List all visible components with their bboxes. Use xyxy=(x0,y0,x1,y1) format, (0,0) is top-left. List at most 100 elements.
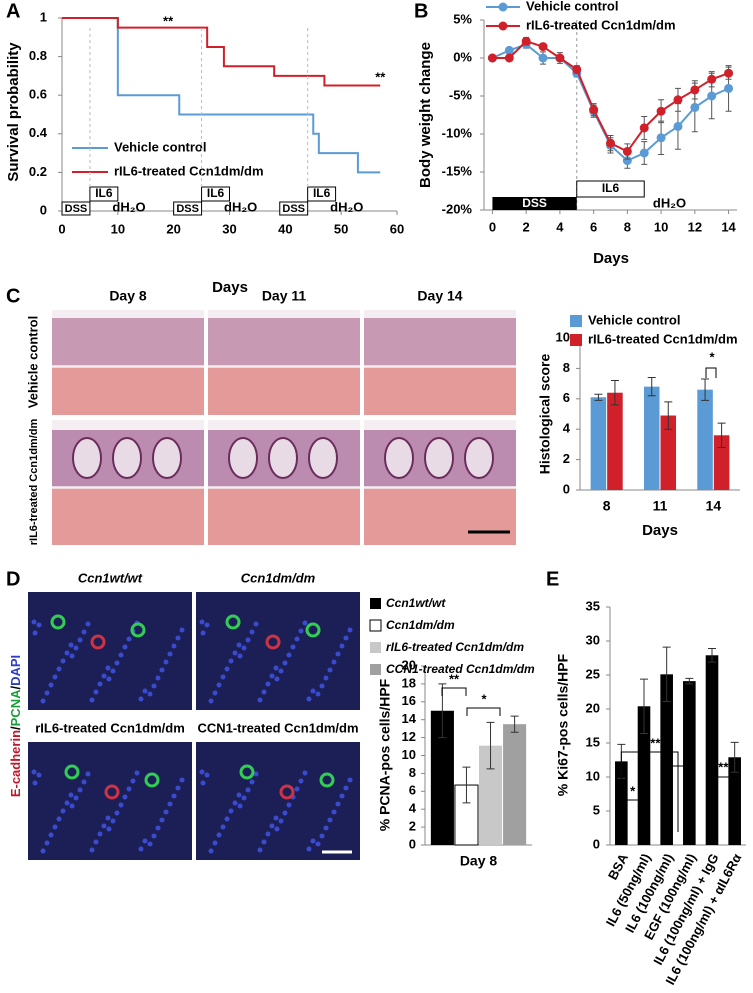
point xyxy=(707,91,717,101)
nucleus xyxy=(105,815,111,821)
nucleus xyxy=(52,674,58,680)
nucleus xyxy=(335,801,341,807)
error-bar xyxy=(647,377,656,397)
nucleus xyxy=(147,841,153,847)
nucleus xyxy=(175,785,181,791)
bar xyxy=(660,415,677,490)
nucleus xyxy=(52,824,58,830)
nucleus xyxy=(216,682,222,688)
stain-label-part: PCNA xyxy=(8,689,23,726)
tissue-muscle xyxy=(208,488,360,545)
point xyxy=(622,156,632,166)
nucleus xyxy=(261,839,267,845)
fluorescence-image xyxy=(196,592,360,710)
error-bar xyxy=(708,647,716,663)
x-tick-label: 14 xyxy=(706,498,722,514)
nucleus xyxy=(249,629,255,635)
stain-spot xyxy=(50,614,66,630)
nucleus xyxy=(106,676,112,682)
y-tick-label: 4 xyxy=(409,801,417,816)
annotation: * xyxy=(630,783,636,798)
nucleus xyxy=(245,637,251,643)
nucleus xyxy=(114,810,120,816)
nucleus xyxy=(179,777,185,783)
stain-spot xyxy=(90,634,106,650)
legend-swatch xyxy=(570,315,582,327)
bar xyxy=(503,724,527,845)
nucleus xyxy=(274,676,280,682)
nucleus xyxy=(93,689,99,695)
legend-label: CCN1-treated Ccn1dm/dm xyxy=(386,662,535,676)
nucleus xyxy=(64,650,70,656)
nucleus xyxy=(60,658,66,664)
nucleus xyxy=(171,643,177,649)
nucleus xyxy=(101,823,107,829)
y-tick-label: 10 xyxy=(586,768,600,783)
nucleus xyxy=(138,846,144,852)
nucleus xyxy=(122,794,128,800)
nucleus xyxy=(228,808,234,814)
nucleus xyxy=(220,674,226,680)
column-label: Day 11 xyxy=(262,288,307,304)
bar xyxy=(643,386,660,490)
nucleus xyxy=(85,621,91,627)
bar xyxy=(479,745,503,845)
nucleus xyxy=(48,682,54,688)
legend-label: Vehicle control xyxy=(526,0,618,13)
annotation: ** xyxy=(163,13,174,28)
crypt xyxy=(268,437,298,479)
x-tick-label: 0 xyxy=(489,219,496,234)
stain-label-part: DAPI xyxy=(8,655,23,686)
panel-label: B xyxy=(414,0,428,22)
y-tick-label: 4 xyxy=(563,421,571,436)
crypt xyxy=(72,437,102,479)
legend-swatch xyxy=(370,642,381,653)
bar xyxy=(590,397,607,490)
nucleus xyxy=(36,622,42,628)
y-tick-label: 2 xyxy=(409,819,416,834)
treatment-label: IL6 xyxy=(95,186,113,200)
error-bar xyxy=(462,766,471,804)
y-tick-label: 20 xyxy=(586,700,600,715)
nucleus xyxy=(89,847,95,853)
treatment-box xyxy=(201,186,230,202)
treatment-label: DSS xyxy=(176,203,199,215)
nucleus xyxy=(31,769,37,775)
nucleus xyxy=(224,816,230,822)
x-tick-label: 12 xyxy=(688,219,702,234)
nucleus xyxy=(335,651,341,657)
treatment-box xyxy=(89,186,119,202)
nucleus xyxy=(331,809,337,815)
nucleus xyxy=(286,802,292,808)
y-tick-label: 18 xyxy=(402,675,416,690)
nucleus xyxy=(44,690,50,696)
nucleus xyxy=(232,800,238,806)
point xyxy=(724,68,734,78)
y-tick-label: -15% xyxy=(442,163,473,178)
treatment-label: dH₂O xyxy=(112,199,145,214)
x-tick-label: 20 xyxy=(166,221,180,236)
nucleus xyxy=(199,769,205,775)
stain-spot xyxy=(265,634,281,650)
point xyxy=(690,102,700,112)
treatment-box xyxy=(307,186,337,202)
point xyxy=(487,53,497,63)
nucleus xyxy=(122,644,128,650)
nucleus xyxy=(159,667,165,673)
y-tick-label: 12 xyxy=(402,729,416,744)
nucleus xyxy=(101,673,107,679)
point xyxy=(639,123,649,133)
nucleus xyxy=(298,628,304,634)
nucleus xyxy=(159,817,165,823)
nucleus xyxy=(97,831,103,837)
annotation: ** xyxy=(650,735,661,750)
y-tick-label: 2 xyxy=(563,451,570,466)
stain-spot xyxy=(239,764,255,780)
y-tick-label: 0% xyxy=(453,49,472,64)
x-tick-label: 60 xyxy=(390,221,404,236)
y-tick-label: 0 xyxy=(563,481,570,496)
point xyxy=(690,85,700,95)
x-tick-label: 50 xyxy=(334,221,348,236)
nucleus xyxy=(323,825,329,831)
point xyxy=(504,53,514,63)
